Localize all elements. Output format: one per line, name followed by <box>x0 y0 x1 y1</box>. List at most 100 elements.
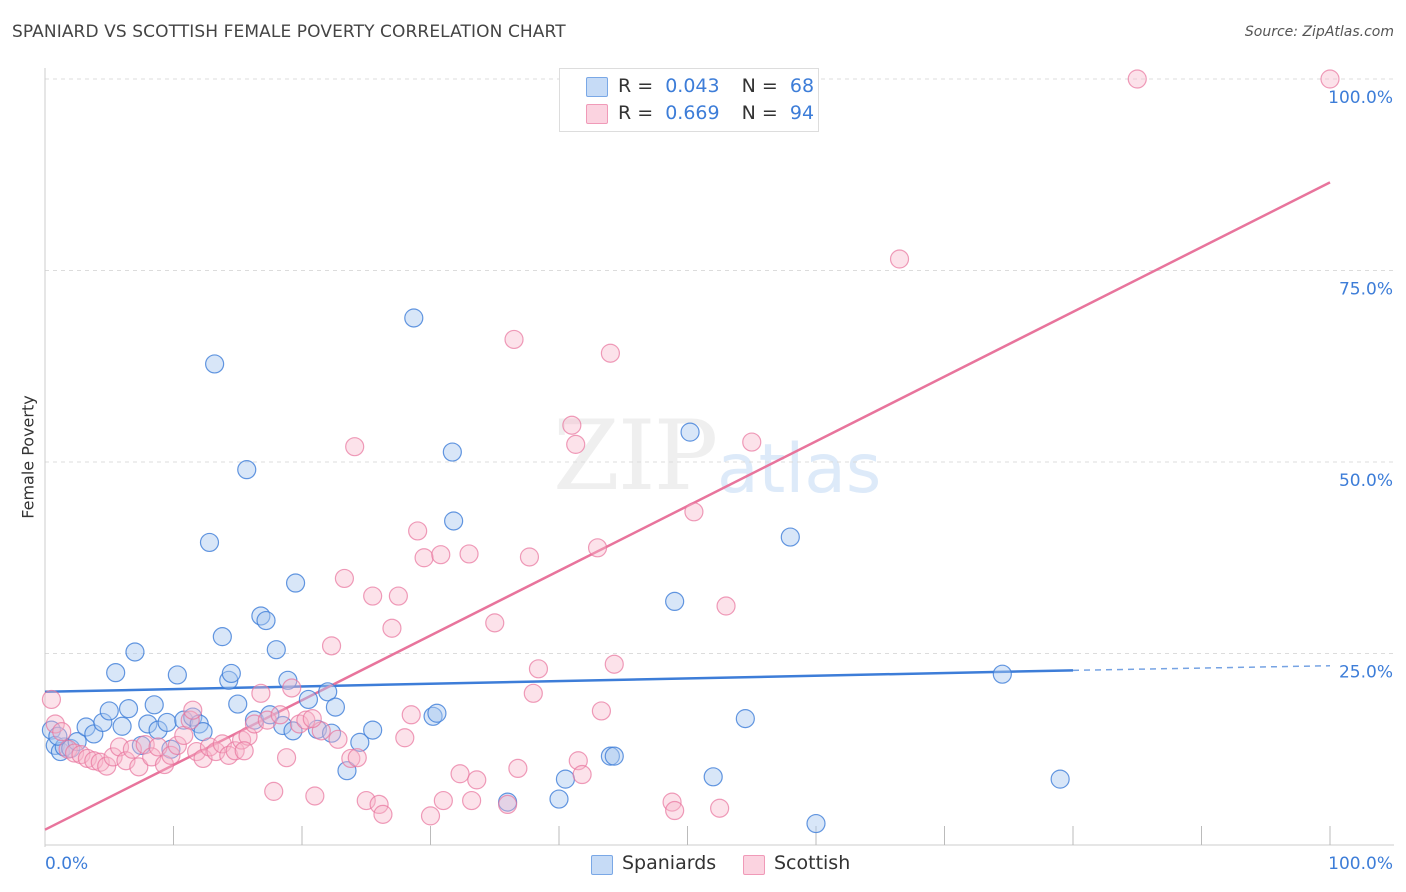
legend-n-label: N = <box>741 102 778 124</box>
legend-n-label: N = <box>741 75 778 97</box>
scottish-point <box>282 678 302 698</box>
scottish-points <box>41 69 1340 826</box>
spaniards-point <box>549 789 569 809</box>
spaniards-point <box>325 697 346 717</box>
spaniards-points <box>41 308 1070 834</box>
scottish-point <box>345 437 365 457</box>
spaniards-point <box>604 746 624 766</box>
legend-label-scottish: Scottish <box>774 852 851 874</box>
scottish-point <box>467 770 487 790</box>
spaniards-point <box>260 705 280 725</box>
scottish-point <box>408 521 428 541</box>
legend-r-label: R = <box>618 102 654 124</box>
spaniards-point <box>318 682 338 702</box>
scottish-point <box>321 636 342 656</box>
y-tick-label: 75.0% <box>1339 280 1393 300</box>
legend-row-scottish: R = 0.669 N = 94 <box>618 102 814 126</box>
scottish-point <box>388 586 408 606</box>
scottish-point <box>341 748 361 769</box>
scottish-point <box>206 741 226 762</box>
scottish-point <box>356 790 376 811</box>
legend-r-label: R = <box>618 75 654 97</box>
spaniards-point <box>337 761 357 781</box>
scottish-point <box>1320 69 1340 89</box>
scottish-point <box>519 547 540 567</box>
scottish-point <box>1127 69 1147 89</box>
spaniards-point <box>285 573 306 593</box>
spaniards-point <box>427 703 447 723</box>
scottish-point <box>161 745 181 765</box>
scottish-point <box>528 659 549 679</box>
scottish-point <box>401 705 421 725</box>
watermark-zip: ZIP <box>553 400 718 512</box>
scottish-point <box>523 683 543 703</box>
spaniards-point <box>442 442 462 462</box>
scottish-point <box>244 714 265 734</box>
spaniards-point <box>350 732 370 752</box>
scottish-point <box>504 329 524 350</box>
scottish-point <box>684 502 704 522</box>
tick-labels: 25.0% 50.0% 75.0% 100.0% 0.0% 100.0% <box>45 88 1393 874</box>
legend-swatch-spaniards <box>591 855 613 875</box>
scottish-point <box>508 758 528 779</box>
legend-label-spaniards: Spaniards <box>622 852 717 874</box>
spaniards-point <box>780 527 800 547</box>
scottish-point <box>52 722 72 742</box>
spaniards-point <box>444 511 464 531</box>
chart-title: SPANIARD VS SCOTTISH FEMALE POVERTY CORR… <box>12 22 566 42</box>
scottish-point <box>433 790 453 811</box>
scottish-point <box>302 709 322 729</box>
scottish-point <box>129 757 149 777</box>
scottish-point <box>420 806 441 826</box>
scottish-point <box>395 728 415 748</box>
legend-swatch-scottish <box>743 855 765 875</box>
scottish-point <box>485 613 505 633</box>
scottish-point <box>566 434 586 454</box>
scottish-point <box>459 544 479 564</box>
legend-r-value: 0.043 <box>665 75 720 97</box>
scottish-point <box>45 714 65 734</box>
y-tick-label: 100.0% <box>1328 88 1393 108</box>
legend-row-spaniards: R = 0.043 N = 68 <box>618 75 814 99</box>
legend-n-value: 68 <box>789 75 815 97</box>
y-tick-label: 50.0% <box>1339 471 1393 491</box>
spaniards-point <box>157 712 177 733</box>
scottish-point <box>665 800 685 821</box>
legend-swatch-spaniards <box>586 77 608 97</box>
spaniards-point <box>205 354 225 374</box>
spaniards-point <box>138 714 158 734</box>
scottish-point <box>710 798 730 818</box>
x-tick-label: 100.0% <box>1328 854 1393 874</box>
scottish-point <box>450 764 470 784</box>
y-tick-label: 25.0% <box>1339 663 1393 683</box>
spaniards-point <box>167 665 187 685</box>
watermark-atlas: atlas <box>717 430 882 509</box>
scottish-point <box>251 683 271 703</box>
spaniards-point <box>665 591 685 612</box>
legend-n-value: 94 <box>789 102 815 124</box>
source-label: Source: ZipAtlas.com <box>1244 24 1394 40</box>
scottish-point <box>328 729 348 749</box>
spaniards-point <box>555 769 576 789</box>
scottish-point <box>334 568 355 589</box>
scottish-point <box>347 748 367 768</box>
x-tick-label: 0.0% <box>45 854 88 874</box>
legend-swatch-scottish <box>586 104 608 124</box>
scottish-point <box>572 764 592 785</box>
scottish-point <box>234 741 254 761</box>
scottish-point <box>296 710 316 730</box>
spaniards-trend-extension <box>1072 665 1331 672</box>
scottish-point <box>889 249 910 269</box>
scottish-point <box>414 548 434 568</box>
spaniards-point <box>256 610 276 631</box>
spaniards-point <box>106 663 126 683</box>
scottish-point <box>363 586 383 606</box>
spaniards-point <box>112 716 132 736</box>
correlation-legend: R = 0.043 N = 68 R = 0.669 N = 94 <box>559 68 819 132</box>
scottish-point <box>591 701 612 721</box>
scottish-point <box>373 804 393 824</box>
scottish-point <box>498 794 518 815</box>
spaniards-point <box>680 422 700 442</box>
scottish-point <box>305 786 325 806</box>
